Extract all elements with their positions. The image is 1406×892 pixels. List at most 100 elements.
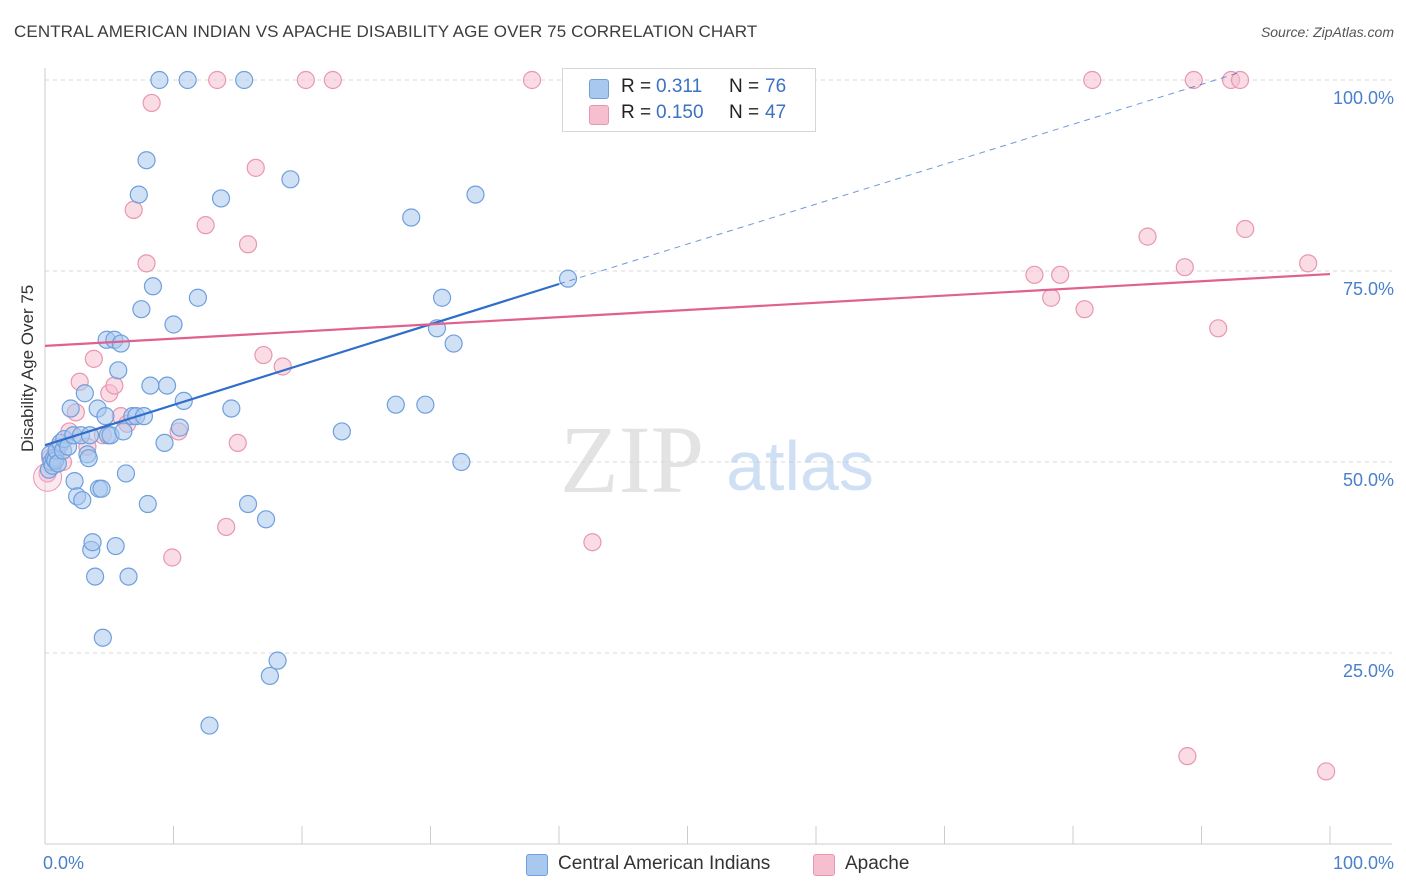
- data-point-central-american-indians: [200, 716, 219, 735]
- data-point-central-american-indians: [92, 479, 111, 498]
- data-point-central-american-indians: [281, 170, 300, 189]
- data-point-central-american-indians: [93, 628, 112, 647]
- data-point-apache: [196, 216, 215, 235]
- data-point-apache: [1317, 762, 1336, 781]
- legend-swatch-pink: [589, 105, 609, 125]
- data-point-apache: [1236, 219, 1255, 239]
- tick-labels: 25.0% 50.0% 75.0% 100.0% 0.0% 100.0%: [43, 88, 1394, 873]
- axes: [44, 68, 1392, 845]
- n-label: N =: [729, 102, 760, 123]
- series-legend: Central American Indians Apache: [0, 852, 1406, 878]
- r-label: R =: [621, 76, 652, 97]
- data-point-apache: [1230, 70, 1250, 90]
- data-point-apache: [228, 433, 247, 452]
- data-point-central-american-indians: [109, 361, 128, 380]
- data-point-central-american-indians: [114, 422, 133, 441]
- data-point-central-american-indians: [235, 70, 254, 90]
- data-point-central-american-indians: [268, 651, 287, 670]
- trend-lines: [44, 71, 1331, 447]
- data-point-apache: [142, 93, 161, 113]
- data-point-apache: [323, 70, 342, 90]
- data-point-central-american-indians: [332, 422, 351, 441]
- data-point-central-american-indians: [86, 567, 105, 586]
- data-point-apache: [1042, 288, 1061, 307]
- data-point-apache: [137, 254, 156, 273]
- data-point-apache: [1138, 227, 1157, 246]
- data-point-apache: [1075, 300, 1094, 319]
- data-point-central-american-indians: [416, 395, 435, 414]
- data-point-central-american-indians: [558, 269, 578, 288]
- n-label: N =: [729, 76, 760, 97]
- data-point-central-american-indians: [155, 433, 174, 452]
- x-tick-label: 0.0%: [43, 853, 84, 873]
- data-point-central-american-indians: [452, 452, 471, 472]
- data-point-central-american-indians: [119, 567, 138, 586]
- data-point-apache: [254, 345, 273, 365]
- data-point-central-american-indians: [164, 315, 183, 334]
- data-point-central-american-indians: [111, 334, 130, 353]
- trend-line-apache: [44, 272, 1331, 347]
- data-point-apache: [217, 517, 236, 537]
- data-point-apache: [1025, 265, 1044, 284]
- y-tick-label: 75.0%: [1343, 279, 1394, 299]
- data-point-apache: [1209, 319, 1228, 338]
- data-point-apache: [296, 70, 315, 90]
- data-point-central-american-indians: [65, 472, 84, 491]
- legend-swatch-pink: [813, 854, 835, 876]
- legend-label: Apache: [845, 853, 910, 874]
- data-point-apache: [84, 349, 103, 368]
- data-point-central-american-indians: [178, 70, 197, 90]
- data-point-apache: [1175, 258, 1194, 277]
- data-point-central-american-indians: [79, 449, 98, 468]
- data-point-central-american-indians: [238, 494, 258, 514]
- data-point-central-american-indians: [80, 426, 100, 445]
- data-point-apache: [583, 533, 602, 552]
- trend-line-extension: [558, 71, 1241, 285]
- watermark: ZIP atlas: [560, 406, 874, 513]
- data-point-apache: [238, 235, 258, 254]
- chart-title: CENTRAL AMERICAN INDIAN VS APACHE DISABI…: [14, 22, 758, 41]
- data-point-central-american-indians: [260, 666, 279, 686]
- data-point-central-american-indians: [432, 288, 452, 307]
- data-point-apache: [1299, 254, 1318, 273]
- data-point-central-american-indians: [402, 208, 421, 227]
- data-point-central-american-indians: [157, 376, 177, 395]
- legend-label: Central American Indians: [558, 853, 771, 874]
- data-point-central-american-indians: [143, 277, 163, 296]
- y-tick-label: 50.0%: [1343, 470, 1394, 490]
- x-tick-label: 100.0%: [1333, 853, 1394, 873]
- data-point-apache: [208, 70, 227, 90]
- legend-swatch-blue: [526, 854, 548, 876]
- data-point-apache: [273, 357, 292, 376]
- trend-line-central-american-indians: [44, 282, 560, 447]
- data-point-central-american-indians: [138, 494, 157, 514]
- data-point-central-american-indians: [141, 376, 160, 395]
- correlation-legend: R = 0.311 N = 76 R = 0.150 N = 47: [562, 68, 816, 132]
- data-point-central-american-indians: [83, 533, 102, 552]
- y-tick-label: 25.0%: [1343, 661, 1394, 681]
- data-point-apache: [1184, 70, 1203, 90]
- y-tick-label: 100.0%: [1333, 88, 1394, 108]
- data-point-central-american-indians: [137, 151, 156, 170]
- data-point-apache: [163, 548, 182, 567]
- data-point-apache: [1178, 747, 1197, 766]
- data-point-central-american-indians: [150, 70, 169, 90]
- data-point-central-american-indians: [222, 399, 241, 418]
- data-point-central-american-indians: [132, 300, 151, 319]
- data-point-apache: [124, 200, 143, 219]
- data-point-central-american-indians: [73, 491, 92, 510]
- r-value: 0.150: [656, 102, 704, 123]
- data-point-central-american-indians: [444, 334, 463, 353]
- legend-swatch-blue: [589, 79, 609, 99]
- data-point-central-american-indians: [211, 189, 231, 208]
- watermark-atlas: atlas: [726, 427, 874, 505]
- watermark-zip: ZIP: [560, 406, 704, 513]
- data-point-central-american-indians: [256, 510, 276, 529]
- data-point-central-american-indians: [188, 288, 208, 307]
- data-point-central-american-indians: [466, 185, 485, 204]
- r-label: R =: [621, 102, 652, 123]
- source-label: Source: ZipAtlas.com: [1260, 24, 1394, 40]
- data-point-central-american-indians: [106, 536, 125, 556]
- data-point-central-american-indians: [170, 418, 190, 437]
